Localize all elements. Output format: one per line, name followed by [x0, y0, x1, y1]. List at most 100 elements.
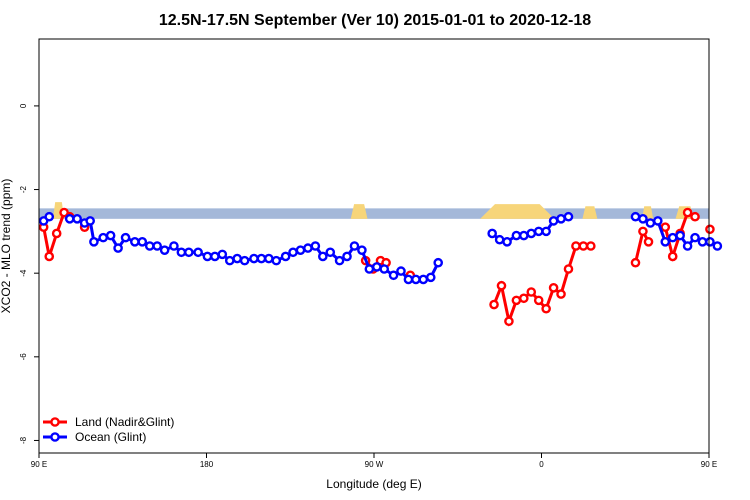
land-point	[682, 207, 693, 218]
ocean-point	[318, 251, 328, 262]
x-axis-label: Longitude (deg E)	[326, 477, 421, 491]
land-point	[496, 280, 507, 291]
land-point	[638, 226, 648, 237]
land-region-3	[582, 206, 598, 219]
ocean-point	[98, 232, 109, 243]
land-point	[533, 295, 544, 306]
ocean-point	[653, 216, 663, 226]
plot-series	[38, 207, 723, 327]
ocean-point	[548, 216, 559, 226]
ocean-legend-label: Ocean (Glint)	[75, 430, 146, 444]
x-tick-label: 180	[200, 460, 214, 469]
land-point	[526, 287, 537, 297]
land-ocean-mask	[39, 202, 709, 219]
ocean-point	[137, 237, 148, 247]
ocean-point	[660, 237, 671, 247]
ocean-point	[411, 274, 421, 285]
y-tick-label: 0	[19, 103, 28, 108]
land-point	[705, 224, 715, 235]
ocean-point	[193, 247, 203, 258]
ocean-point	[152, 241, 162, 251]
ocean-point	[271, 255, 282, 266]
land-point	[556, 289, 566, 299]
ocean-band	[39, 208, 709, 219]
land-legend-marker	[50, 417, 60, 427]
land-point	[643, 237, 654, 247]
x-tick-label: 90 E	[701, 460, 717, 469]
land-point	[489, 299, 499, 310]
ocean-point	[342, 251, 352, 262]
legend: Land (Nadir&Glint)Ocean (Glint)	[43, 415, 174, 444]
ocean-point	[705, 237, 715, 247]
land-point	[630, 257, 641, 268]
ocean-point	[425, 272, 436, 283]
land-point	[44, 251, 55, 262]
land-point	[578, 241, 589, 251]
ocean-point	[563, 211, 574, 222]
ocean-point	[64, 214, 75, 224]
land-point	[563, 264, 574, 274]
land-region-2	[480, 204, 555, 219]
land-point	[51, 228, 62, 239]
ocean-point	[232, 253, 243, 264]
ocean-point	[645, 218, 656, 228]
y-tick-label: -6	[19, 353, 28, 361]
y-tick-label: -8	[19, 436, 28, 444]
ocean-point	[526, 228, 537, 239]
ocean-point	[418, 274, 429, 285]
ocean-point	[403, 274, 414, 285]
ocean-point	[325, 247, 336, 258]
ocean-point	[224, 255, 235, 266]
y-tick-label: -4	[19, 269, 28, 277]
x-tick-label: 90 E	[31, 460, 47, 469]
ocean-point	[511, 230, 522, 241]
ocean-point	[210, 251, 220, 262]
ocean-point	[295, 245, 306, 255]
ocean-point	[130, 237, 140, 247]
ocean-point	[169, 241, 179, 251]
ocean-point	[630, 211, 641, 222]
chart-title: 12.5N-17.5N September (Ver 10) 2015-01-0…	[159, 12, 591, 29]
ocean-point	[334, 255, 345, 266]
ocean-point	[697, 237, 708, 247]
ocean-point	[89, 237, 99, 247]
ocean-point	[202, 251, 213, 262]
land-point	[548, 283, 559, 293]
ocean-legend-marker	[50, 432, 60, 442]
ocean-point	[487, 228, 497, 239]
x-tick-label: 0	[539, 460, 544, 469]
land-point	[519, 293, 529, 304]
ocean-point	[690, 232, 700, 243]
ocean-point	[638, 214, 648, 224]
ocean-point	[494, 234, 505, 245]
ocean-point	[159, 245, 170, 255]
ocean-point	[533, 226, 544, 237]
land-legend-label: Land (Nadir&Glint)	[75, 415, 174, 429]
ocean-point	[264, 253, 274, 264]
land-point	[571, 241, 581, 251]
ocean-point	[44, 211, 55, 222]
plot-frame	[38, 38, 710, 454]
ocean-point	[682, 241, 693, 251]
ocean-point	[144, 241, 155, 251]
ocean-point	[433, 257, 444, 268]
ocean-point	[249, 253, 259, 264]
x-tick-label: 90 W	[365, 460, 384, 469]
ocean-point	[256, 253, 267, 264]
ocean-point	[371, 262, 382, 272]
ocean-point	[217, 249, 228, 260]
ocean-point	[303, 243, 313, 253]
ocean-point	[519, 230, 529, 241]
ocean-point	[280, 251, 291, 262]
land-point	[586, 241, 596, 251]
ocean-point	[541, 226, 551, 237]
ocean-point	[396, 266, 406, 276]
ocean-point	[502, 237, 512, 247]
y-axis-label: XCO2 - MLO trend (ppm)	[0, 179, 13, 314]
ocean-point	[556, 214, 566, 224]
ocean-point	[176, 247, 187, 258]
ocean-point	[120, 232, 131, 243]
ocean-point	[113, 243, 123, 253]
x-axis: 90 E 180 90 W 0 90 E	[31, 453, 717, 469]
